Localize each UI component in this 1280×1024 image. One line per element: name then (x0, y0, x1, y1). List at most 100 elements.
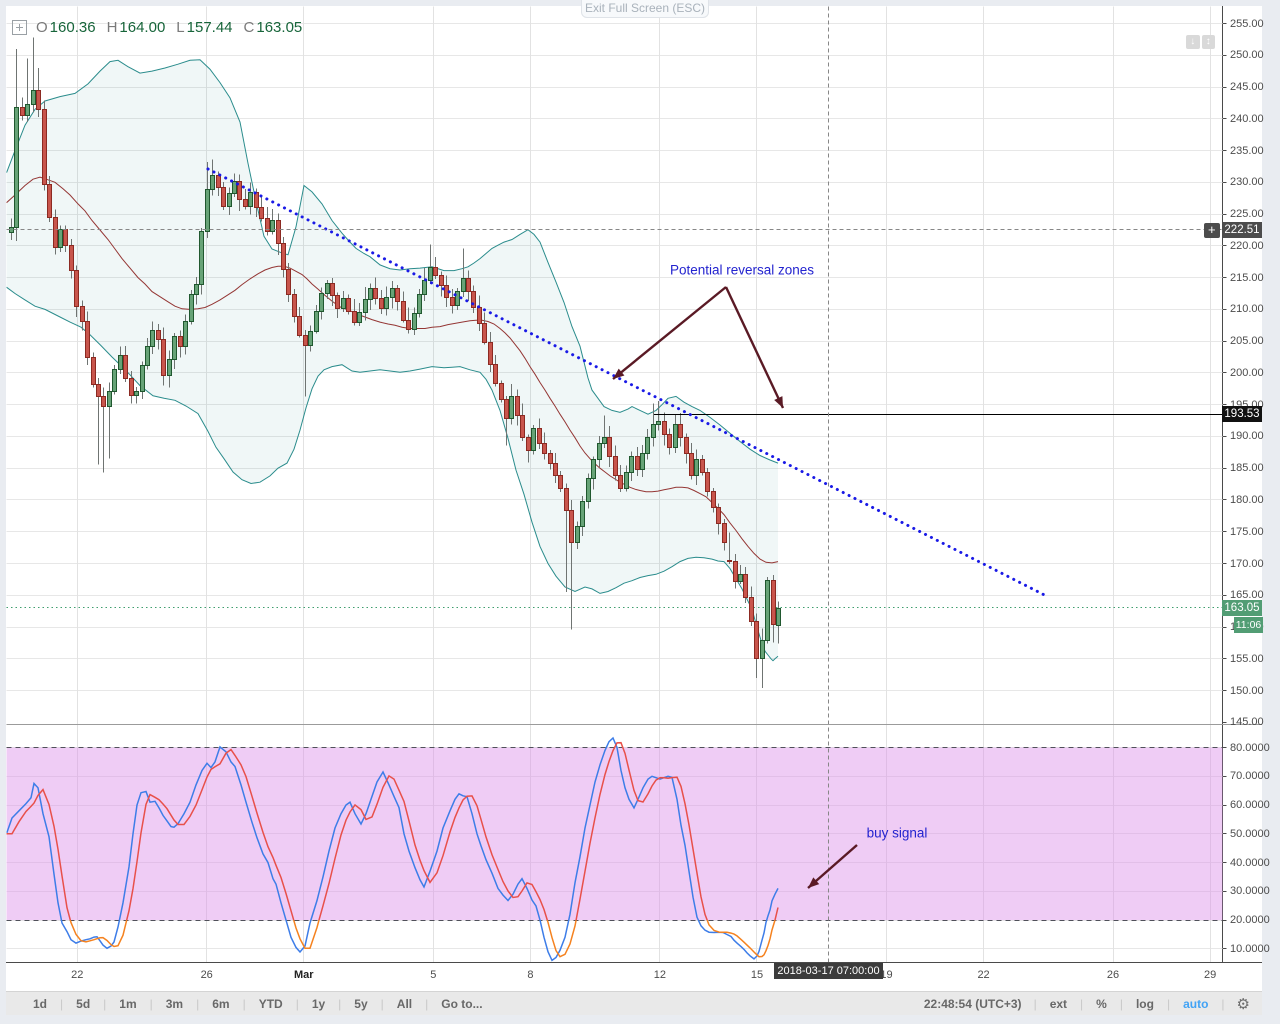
range-button-1y[interactable]: 1y (311, 996, 326, 1011)
legend-plus-icon[interactable] (12, 20, 27, 35)
price-tick-label: 170.00 (1230, 557, 1264, 570)
line-price-label: 193.53 (1222, 406, 1262, 423)
toolbar-separator: | (338, 996, 342, 1011)
legend-value: 160.36 (49, 19, 96, 36)
price-tick-label: 220.00 (1230, 239, 1264, 252)
legend-key: O (36, 19, 48, 36)
ohlc-legend: O 160.36 H 164.00 L 157.44 C 163.05 (12, 19, 313, 36)
price-tick-label: 245.00 (1230, 81, 1264, 94)
range-button-3m[interactable]: 3m (165, 996, 184, 1011)
price-tick-label: 225.00 (1230, 208, 1264, 221)
range-buttons: 1d | 5d | 1m | 3m | 6m | YTD | 1y | 5y | All | Go to... (6, 997, 496, 1011)
toolbar-separator: | (1033, 996, 1037, 1011)
mode-button-log[interactable]: log (1135, 996, 1154, 1011)
price-tick-label: 190.00 (1230, 430, 1264, 443)
price-axis[interactable] (1222, 6, 1262, 962)
toolbar-separator: | (1221, 996, 1225, 1011)
clock-label: 22:48:54 (UTC+3) (923, 996, 1022, 1011)
indicator-tick-label: 40.0000 (1230, 856, 1270, 869)
range-button-6m[interactable]: 6m (212, 996, 230, 1011)
toolbar-separator: | (380, 996, 384, 1011)
indicator-tick-label: 60.0000 (1230, 799, 1270, 812)
crosshair-price-label: 222.51 (1222, 221, 1262, 238)
legend-item: L 157.44 (176, 19, 232, 36)
range-button-5d[interactable]: 5d (76, 996, 91, 1011)
toolbar-separator: | (295, 996, 299, 1011)
indicator-tick-label: 50.0000 (1230, 827, 1270, 840)
last-price-label: 163.05 (1222, 599, 1262, 616)
axis-mode-buttons: 22:48:54 (UTC+3) | ext |% | log | auto | ⚙ (912, 995, 1262, 1013)
price-tick-label: 250.00 (1230, 49, 1264, 62)
toolbar-separator: | (103, 996, 107, 1011)
time-tick-label: 22 (71, 969, 84, 981)
goto-button[interactable]: Go to... (441, 996, 483, 1011)
time-tick-label: 12 (653, 969, 666, 981)
price-tick-label: 255.00 (1230, 17, 1264, 30)
time-tick-label: Mar (294, 969, 314, 981)
indicator-tick-label: 70.0000 (1230, 770, 1270, 783)
price-tick-label: 215.00 (1230, 271, 1264, 284)
price-tick-label: 205.00 (1230, 335, 1264, 348)
range-button-1m[interactable]: 1m (119, 996, 137, 1011)
time-tick-label: 22 (977, 969, 990, 981)
range-button-1d[interactable]: 1d (33, 996, 48, 1011)
scroll-down-icon[interactable]: ↓ (1186, 35, 1200, 49)
price-tick-label: 165.00 (1230, 589, 1264, 602)
gear-icon[interactable]: ⚙ (1236, 995, 1250, 1013)
annotation-reversal-zones[interactable]: Potential reversal zones (669, 262, 815, 278)
price-tick-label: 185.00 (1230, 462, 1264, 475)
time-tick-label: 19 (880, 969, 893, 981)
legend-value: 163.05 (256, 19, 303, 36)
time-tick-label: 8 (527, 969, 534, 981)
range-button-all[interactable]: All (396, 996, 413, 1011)
mode-button-percent[interactable]: % (1096, 996, 1107, 1011)
mode-button-ext[interactable]: ext (1049, 996, 1068, 1011)
price-tick-label: 150.00 (1230, 684, 1264, 697)
legend-key: H (106, 19, 118, 36)
time-tick-label: 29 (1204, 969, 1217, 981)
toolbar-separator: | (60, 996, 64, 1011)
price-tick-label: 175.00 (1230, 525, 1264, 538)
legend-item: C 163.05 (244, 19, 303, 36)
crosshair-add-button[interactable]: + (1204, 222, 1220, 238)
legend-item: O 160.36 (36, 19, 96, 36)
crosshair-time-label: 2018-03-17 07:00:00 (774, 962, 883, 979)
price-tick-label: 145.00 (1230, 716, 1264, 729)
toolbar-separator: | (425, 996, 429, 1011)
price-tick-label: 230.00 (1230, 176, 1264, 189)
chart-plot-area[interactable] (6, 6, 1262, 991)
price-tick-label: 235.00 (1230, 144, 1264, 157)
time-tick-label: 5 (430, 969, 437, 981)
time-tick-label: 15 (750, 969, 764, 981)
legend-key: L (176, 19, 185, 36)
time-tick-label: 26 (200, 969, 213, 981)
toolbar-separator: | (196, 996, 200, 1011)
toolbar-separator: | (149, 996, 153, 1011)
countdown-label: 11:06 (1234, 616, 1263, 633)
legend-item: H 164.00 (107, 19, 166, 36)
annotation-buy-signal[interactable]: buy signal (866, 825, 928, 841)
legend-value: 164.00 (119, 19, 166, 36)
legend-value: 157.44 (186, 19, 233, 36)
price-tick-label: 240.00 (1230, 112, 1264, 125)
mode-button-auto[interactable]: auto (1183, 996, 1209, 1011)
price-tick-label: 180.00 (1230, 493, 1264, 506)
range-button-5y[interactable]: 5y (354, 996, 368, 1011)
exit-fullscreen-toast: Exit Full Screen (ESC) (581, 0, 709, 18)
indicator-tick-label: 10.0000 (1230, 942, 1270, 955)
bottom-toolbar: 1d | 5d | 1m | 3m | 6m | YTD | 1y | 5y | All | Go to... 22… (6, 991, 1262, 1015)
toolbar-separator: | (1080, 996, 1084, 1011)
indicator-tick-label: 80.0000 (1230, 741, 1270, 754)
toolbar-separator: | (1119, 996, 1123, 1011)
time-tick-label: 26 (1106, 969, 1120, 981)
indicator-tick-label: 20.0000 (1230, 914, 1270, 927)
toolbar-separator: | (1166, 996, 1171, 1011)
time-axis[interactable] (6, 962, 1262, 991)
price-tick-label: 155.00 (1230, 652, 1264, 665)
indicator-tick-label: 30.0000 (1230, 885, 1270, 898)
auto-scale-icon[interactable]: ↕ (1201, 35, 1215, 49)
price-tick-label: 210.00 (1230, 303, 1264, 316)
range-button-ytd[interactable]: YTD (258, 996, 283, 1011)
toolbar-separator: | (242, 996, 246, 1011)
